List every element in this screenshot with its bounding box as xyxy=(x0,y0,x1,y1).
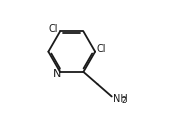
Text: N: N xyxy=(53,69,62,79)
Text: 2: 2 xyxy=(121,96,126,105)
Text: Cl: Cl xyxy=(49,24,58,34)
Text: Cl: Cl xyxy=(97,44,106,54)
Text: NH: NH xyxy=(113,94,128,104)
